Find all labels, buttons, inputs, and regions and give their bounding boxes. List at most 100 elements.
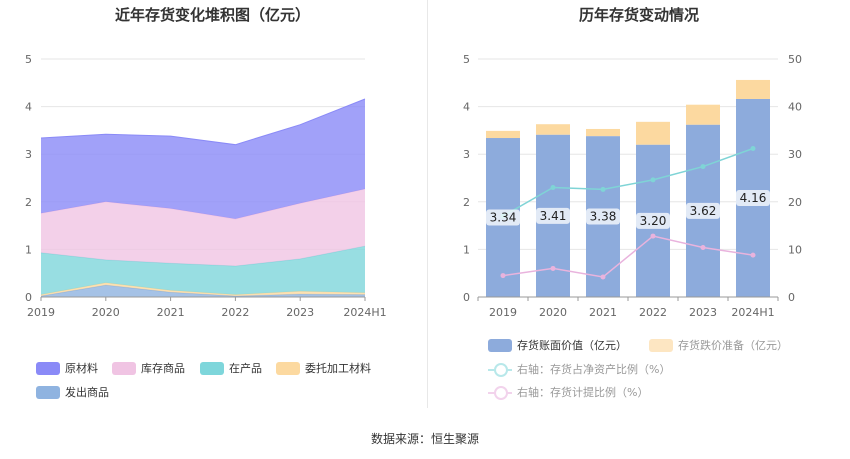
legend-item-impairment[interactable]: 存货跌价准备（亿元） [649, 337, 788, 353]
x-tick-label: 2023 [689, 306, 717, 319]
area-series [41, 98, 365, 219]
y-tick-label: 1 [463, 243, 470, 256]
y-tick-label: 0 [463, 291, 470, 304]
x-tick-label: 2021 [589, 306, 617, 319]
legend-item-book-value[interactable]: 存货账面价值（亿元） [488, 337, 627, 353]
x-tick-label: 2022 [221, 306, 249, 319]
legend-label: 右轴：存货计提比例（%） [517, 386, 649, 399]
area-series [41, 285, 365, 297]
data-label-bg [686, 202, 720, 219]
data-label: 3.20 [640, 214, 667, 228]
x-tick-label: 2020 [92, 306, 120, 319]
y-tick-label: 0 [25, 291, 32, 304]
line-point [550, 185, 556, 191]
line-point [600, 186, 606, 192]
legend-item-consigned-materials[interactable]: 委托加工材料 [276, 360, 371, 376]
legend-label: 原材料 [65, 362, 98, 375]
legend-swatch-icon [36, 385, 60, 399]
line-series [502, 147, 754, 217]
area-series-line [40, 245, 366, 267]
line-point [500, 273, 506, 279]
legend-label: 右轴：存货占净资产比例（%） [517, 363, 671, 376]
legend-item-goods-shipped[interactable]: 发出商品 [36, 384, 109, 400]
legend-item-finished-goods[interactable]: 库存商品 [112, 360, 185, 376]
x-tick-label: 2020 [539, 306, 567, 319]
area-series [41, 282, 365, 297]
line-point [600, 274, 606, 280]
line-point [550, 265, 556, 271]
line-point [650, 233, 656, 239]
legend-label: 发出商品 [65, 386, 109, 399]
x-tick-label: 2022 [639, 306, 667, 319]
x-tick-label: 2019 [27, 306, 55, 319]
data-label-bg [636, 212, 670, 229]
data-source-note: 数据来源：恒生聚源 [370, 432, 479, 446]
y-tick-label: 4 [463, 101, 470, 114]
stacked-area-chart: 0 1 2 3 4 5 2019 2020 2021 2022 2023 2024H1 [25, 53, 387, 319]
area-series [41, 246, 365, 295]
line-point [650, 177, 656, 183]
bar-impairment [536, 124, 570, 135]
legend-swatch-icon [36, 361, 60, 375]
legend-swatch-icon [276, 361, 300, 375]
y-tick-label: 5 [463, 53, 470, 66]
y-tick-label: 1 [25, 243, 32, 256]
left-chart-title: 近年存货变化堆积图（亿元） [114, 6, 310, 24]
legend-item-provision-ratio[interactable]: 右轴：存货计提比例（%） [488, 384, 648, 400]
y-tick-label: 3 [25, 148, 32, 161]
y-tick-label: 2 [25, 196, 32, 209]
data-label-bg [486, 209, 520, 226]
x-tick-label: 2021 [157, 306, 185, 319]
bar-impairment [686, 104, 720, 125]
y-tick-label: 5 [25, 53, 32, 66]
legend-swatch-icon [488, 338, 512, 352]
legend-label: 委托加工材料 [305, 362, 371, 375]
area-series [41, 188, 365, 267]
data-label-bg [536, 207, 570, 224]
area-series-line [40, 98, 366, 146]
legend-label: 存货账面价值（亿元） [517, 339, 627, 352]
legend-line-icon [488, 385, 512, 400]
line-point [700, 244, 706, 250]
legend-swatch-icon [649, 338, 673, 352]
data-label-bg [586, 208, 620, 225]
panel-divider [427, 0, 428, 408]
bar-impairment [486, 130, 520, 139]
y-tick-label: 2 [463, 196, 470, 209]
y2-tick-label: 10 [788, 243, 802, 256]
data-label: 3.41 [540, 209, 567, 223]
x-tick-label: 2024H1 [343, 306, 386, 319]
legend-swatch-icon [200, 361, 224, 375]
y2-tick-label: 50 [788, 53, 802, 66]
legend-swatch-icon [112, 361, 136, 375]
x-tick-label: 2019 [489, 306, 517, 319]
x-tick-label: 2024H1 [731, 306, 774, 319]
legend-label: 库存商品 [141, 362, 185, 375]
legend-label: 存货跌价准备（亿元） [678, 339, 788, 352]
y2-tick-label: 30 [788, 148, 802, 161]
right-chart-title: 历年存货变动情况 [578, 6, 699, 24]
data-label: 3.34 [490, 211, 517, 225]
y2-tick-label: 20 [788, 196, 802, 209]
line-series [502, 235, 754, 278]
legend-item-ratio-net-assets[interactable]: 右轴：存货占净资产比例（%） [488, 361, 670, 377]
data-label: 3.62 [690, 204, 717, 218]
bar-impairment [736, 79, 770, 99]
legend-line-icon [488, 362, 512, 377]
legend-item-raw-material[interactable]: 原材料 [36, 360, 98, 376]
y2-tick-label: 0 [788, 291, 795, 304]
line-point [750, 252, 756, 258]
legend-label: 在产品 [229, 362, 262, 375]
y-tick-label: 4 [25, 101, 32, 114]
bar-impairment [636, 121, 670, 145]
data-label-bg [736, 189, 770, 206]
y2-tick-label: 40 [788, 101, 802, 114]
line-point [750, 145, 756, 151]
bar-impairment [586, 128, 620, 137]
x-tick-label: 2023 [286, 306, 314, 319]
line-point [700, 164, 706, 170]
legend-item-work-in-progress[interactable]: 在产品 [200, 360, 262, 376]
data-label: 3.38 [590, 210, 617, 224]
y-tick-label: 3 [463, 148, 470, 161]
